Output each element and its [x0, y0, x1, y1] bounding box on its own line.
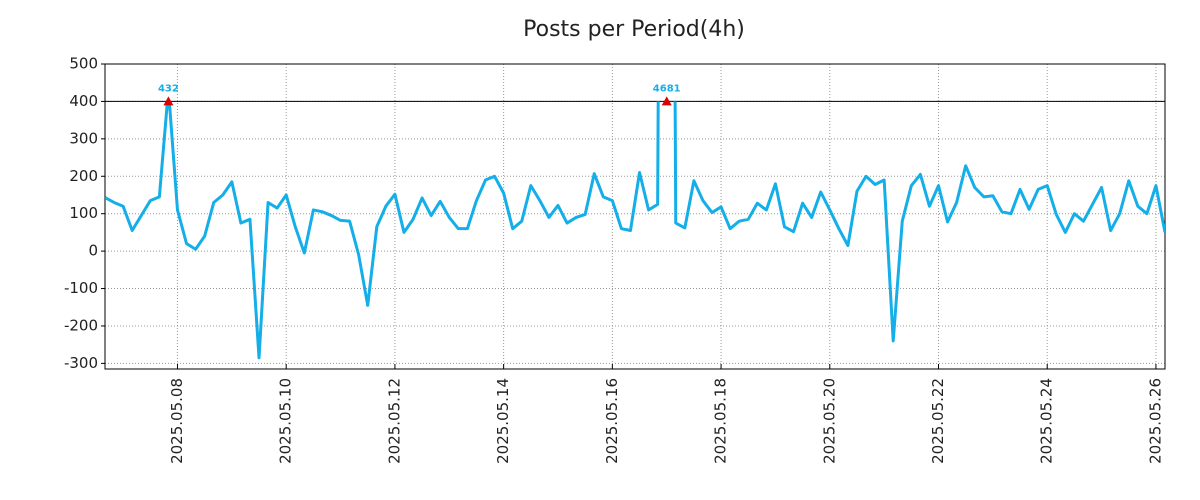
- x-tick-label: 2025.05.12: [385, 378, 403, 464]
- peak-label: 4681: [653, 83, 681, 94]
- x-tick-label: 2025.05.18: [712, 378, 730, 464]
- y-tick-label: -300: [64, 354, 98, 372]
- peak-marker: [661, 96, 672, 106]
- y-tick-label: -100: [64, 279, 98, 297]
- peak-label: 432: [158, 83, 179, 94]
- y-tick-label: 400: [69, 92, 98, 110]
- x-tick-label: 2025.05.16: [603, 378, 621, 464]
- y-tick-label: 200: [69, 167, 98, 185]
- series-line: [105, 101, 1165, 360]
- chart-title: Posts per Period(4h): [523, 17, 745, 42]
- peak-marker: [163, 96, 174, 106]
- y-tick-label: 300: [69, 129, 98, 147]
- x-tick-label: 2025.05.08: [168, 378, 186, 464]
- plot-frame: [104, 63, 1166, 370]
- x-tick-label: 2025.05.26: [1146, 378, 1164, 464]
- x-tick-label: 2025.05.10: [277, 378, 295, 464]
- x-tick-label: 2025.05.24: [1038, 378, 1056, 464]
- y-tick-label: 100: [69, 204, 98, 222]
- x-tick-label: 2025.05.14: [494, 378, 512, 464]
- x-tick-label: 2025.05.20: [820, 378, 838, 464]
- y-tick-label: -200: [64, 316, 98, 334]
- x-tick-label: 2025.05.22: [929, 378, 947, 464]
- y-tick-label: 500: [69, 55, 98, 73]
- y-tick-label: 0: [88, 242, 98, 260]
